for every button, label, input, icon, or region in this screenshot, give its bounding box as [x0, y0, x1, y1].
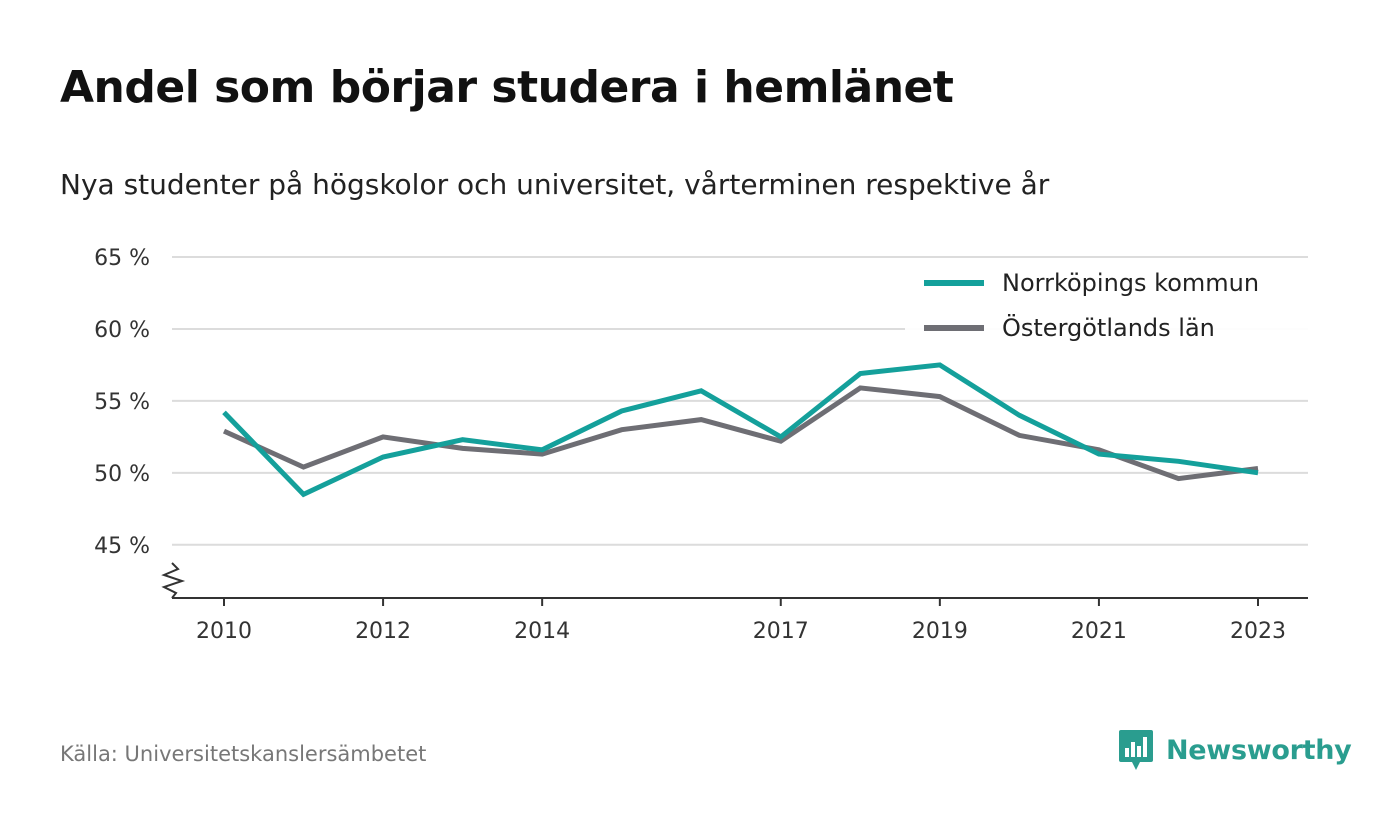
source-note: Källa: Universitetskanslersämbetet	[60, 742, 427, 766]
series-lines	[222, 362, 1259, 498]
brand-logo[interactable]: Newsworthy	[1118, 728, 1352, 772]
y-tick-label: 60 %	[94, 318, 150, 343]
bar-chart-speech-bubble-icon	[1119, 730, 1153, 770]
x-tick-label: 2017	[753, 619, 809, 644]
x-tick-label: 2010	[196, 619, 252, 644]
y-tick-label: 65 %	[94, 246, 150, 271]
axis-break-icon	[161, 562, 186, 599]
line-chart: 45 % 50 % 55 % 60 % 65 % 2010 2012 2014 2017 2019…	[94, 246, 1310, 644]
legend-label: Östergötlands län	[1002, 313, 1215, 342]
x-tick-label: 2023	[1230, 619, 1286, 644]
y-tick-label: 55 %	[94, 390, 150, 415]
x-tick-label: 2012	[355, 619, 411, 644]
brand-name: Newsworthy	[1166, 734, 1352, 766]
series-line-0	[222, 362, 1259, 498]
legend-label: Norrköpings kommun	[1002, 269, 1259, 297]
chart-subtitle: Nya studenter på högskolor och universit…	[60, 168, 1050, 201]
x-tick-label: 2019	[912, 619, 968, 644]
y-tick-label: 45 %	[94, 534, 150, 559]
axes: 45 % 50 % 55 % 60 % 65 % 2010 2012 2014 2017 2019…	[94, 246, 1308, 644]
x-tick-label: 2014	[514, 619, 570, 644]
x-tick-label: 2021	[1071, 619, 1127, 644]
y-tick-label: 50 %	[94, 462, 150, 487]
chart-title: Andel som börjar studera i hemlänet	[60, 62, 954, 113]
legend: Norrköpings kommun Östergötlands län	[905, 262, 1310, 344]
